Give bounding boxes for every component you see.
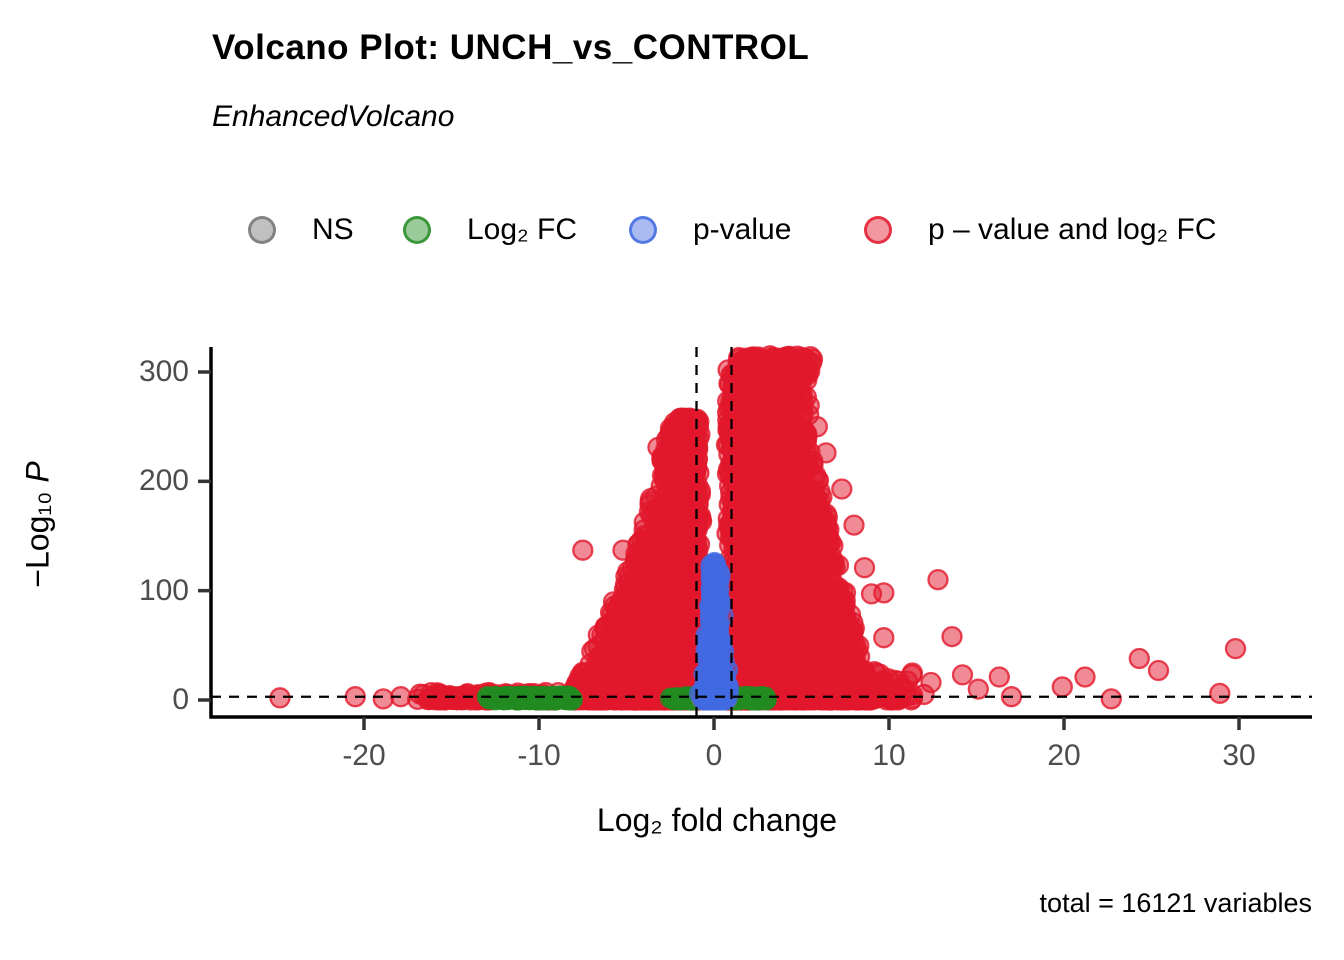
- cluster-top-capped-band: [727, 345, 824, 382]
- legend-item-pvalue: p-value: [629, 212, 791, 248]
- y-tick-label: 100: [138, 573, 189, 607]
- y-tick-label: 200: [138, 464, 189, 498]
- legend-label-ns: NS: [312, 213, 354, 246]
- cluster-blue-center-spike: [689, 551, 739, 711]
- legend-label-pvalue: p-value: [693, 213, 792, 246]
- legend-label-log2fc: Log₂ FC: [467, 213, 578, 246]
- y-tick-label: 300: [138, 355, 189, 388]
- x-tick-label: 0: [705, 739, 723, 772]
- legend-label-pvalue-and-log2fc: p – value and log₂ FC: [928, 213, 1217, 246]
- x-axis-title: Log₂ fold change: [596, 802, 838, 838]
- caption-total-variables: total = 16121 variables: [1039, 888, 1312, 918]
- x-tick-label: -10: [517, 739, 561, 772]
- pvalue-and-log2fc-point-icon: [864, 216, 892, 244]
- ns-point-icon: [248, 216, 276, 244]
- plot-title: Volcano Plot: UNCH_vs_CONTROL: [212, 28, 810, 67]
- threshold-lines-layer: [211, 347, 1312, 717]
- y-axis-title: −Log₁₀ P: [19, 461, 56, 588]
- legend-item-pvalue-and-log2fc: p – value and log₂ FC: [864, 212, 1217, 248]
- x-tick-label: 20: [1047, 739, 1081, 772]
- legend-item-log2fc: Log₂ FC: [403, 212, 577, 248]
- log2fc-point-icon: [403, 216, 431, 244]
- y-tick-label: 0: [172, 683, 189, 716]
- x-tick-label: 10: [872, 739, 906, 772]
- plot-subtitle: EnhancedVolcano: [212, 100, 455, 133]
- pvalue-point-icon: [629, 216, 657, 244]
- legend-item-ns: NS: [248, 212, 354, 248]
- x-tick-label: 30: [1222, 739, 1256, 772]
- scatter-points-layer: [269, 345, 1247, 711]
- cluster-green-left-pill: [476, 685, 583, 711]
- axis-lines-layer: [198, 347, 1312, 730]
- x-tick-label: -20: [342, 739, 386, 772]
